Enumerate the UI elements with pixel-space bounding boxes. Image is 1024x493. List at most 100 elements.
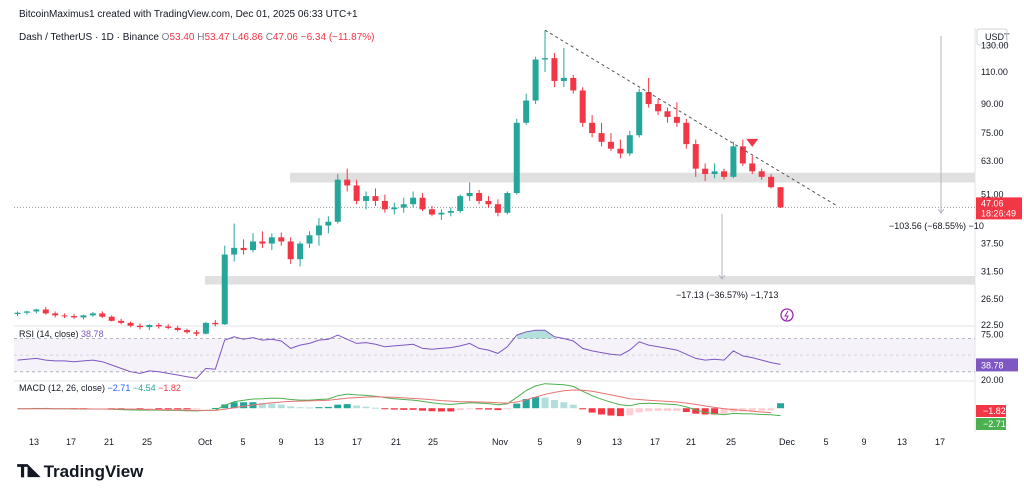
candle-body bbox=[344, 179, 351, 186]
rsi-label: RSI (14, close) bbox=[19, 329, 79, 339]
tv-logo-icon: 𝐓◣ bbox=[17, 462, 41, 481]
candle bbox=[193, 330, 200, 336]
candle-body bbox=[52, 313, 59, 316]
candle bbox=[504, 191, 511, 215]
open-value: 53.40 bbox=[169, 32, 195, 43]
candles bbox=[14, 30, 784, 336]
candle bbox=[551, 52, 558, 88]
candle-body bbox=[127, 322, 134, 326]
candle-body bbox=[14, 312, 21, 315]
candle bbox=[259, 231, 266, 248]
candle bbox=[71, 314, 78, 319]
candle bbox=[758, 168, 765, 180]
price-tick-label: 26.50 bbox=[981, 294, 1004, 304]
candle bbox=[136, 323, 143, 330]
macd-histogram-bar bbox=[428, 408, 436, 412]
candle-body bbox=[61, 315, 68, 317]
candle-body bbox=[353, 185, 360, 201]
candle-body bbox=[721, 171, 727, 177]
time-tick-label: 21 bbox=[104, 437, 114, 447]
macd-histogram-bar bbox=[315, 407, 323, 409]
candle-body bbox=[325, 221, 332, 226]
candle-body bbox=[607, 141, 614, 149]
candle bbox=[42, 306, 49, 315]
macd-histogram-bar bbox=[164, 408, 172, 410]
candle-body bbox=[730, 146, 737, 177]
candle-body bbox=[476, 193, 483, 201]
time-tick-label: 25 bbox=[726, 437, 736, 447]
candle bbox=[739, 139, 746, 167]
candle-body bbox=[560, 77, 567, 81]
signal-line bbox=[17, 389, 772, 414]
candle-body bbox=[570, 77, 577, 91]
candle bbox=[523, 93, 530, 125]
time-tick-label: 25 bbox=[428, 437, 438, 447]
candle-body bbox=[598, 133, 605, 142]
macd-histogram-bar bbox=[503, 408, 511, 410]
macd-histogram-bar bbox=[485, 408, 492, 410]
candle bbox=[325, 216, 332, 234]
time-tick-label: 13 bbox=[612, 437, 622, 447]
candle-body bbox=[315, 225, 322, 236]
rsi-legend-value: 38.78 bbox=[81, 329, 104, 339]
candle-body bbox=[71, 316, 78, 318]
macd-histogram-bar bbox=[183, 408, 191, 410]
price-tick-label: 31.50 bbox=[981, 266, 1004, 276]
support-zone-0 bbox=[290, 172, 975, 183]
macd-histogram-bar bbox=[579, 408, 587, 410]
macd-histogram-bar bbox=[221, 404, 229, 409]
time-tick-label: 21 bbox=[686, 437, 696, 447]
macd-histogram-bar bbox=[447, 408, 455, 412]
macd-histogram-bar bbox=[287, 406, 295, 409]
candle-body bbox=[428, 209, 435, 215]
time-tick-label: 13 bbox=[314, 437, 324, 447]
candle bbox=[202, 322, 209, 335]
candle-body bbox=[268, 237, 275, 244]
candle bbox=[287, 237, 294, 264]
candle-body bbox=[80, 315, 87, 318]
macd-histogram-bar bbox=[645, 408, 653, 412]
macd-histogram-bar bbox=[758, 408, 766, 411]
candle bbox=[730, 141, 737, 179]
tradingview-logo[interactable]: 𝐓◣ TradingView bbox=[17, 462, 143, 482]
price-tick-label: 63.00 bbox=[981, 156, 1004, 166]
candle-body bbox=[118, 320, 125, 323]
candle-body bbox=[297, 243, 304, 260]
price-tick-label: 51.00 bbox=[981, 190, 1004, 200]
candle bbox=[636, 88, 643, 138]
candle bbox=[99, 311, 106, 319]
macd-histogram-bar bbox=[145, 408, 153, 410]
candle-body bbox=[212, 322, 219, 325]
macd-histogram-bar bbox=[230, 402, 238, 409]
time-tick-label: 21 bbox=[391, 437, 401, 447]
descending-trendline bbox=[544, 29, 838, 207]
macd-pane bbox=[17, 383, 785, 417]
candle bbox=[570, 74, 577, 94]
macd-histogram-bar bbox=[268, 403, 276, 409]
symbol-legend[interactable]: Dash / TetherUS · 1D · Binance O53.40 H5… bbox=[19, 32, 375, 43]
candle-body bbox=[532, 59, 539, 101]
support-zones bbox=[205, 172, 975, 285]
candle-body bbox=[589, 122, 596, 134]
candle bbox=[494, 199, 501, 217]
macd-legend[interactable]: MACD (12, 26, close) −2.71 −4.54 −1.82 bbox=[19, 383, 181, 393]
macd-histogram-bar bbox=[522, 398, 530, 409]
macd-histogram-bar bbox=[381, 408, 389, 410]
candle bbox=[428, 205, 435, 217]
measure-arrow-top bbox=[937, 208, 945, 214]
candle-body bbox=[23, 311, 30, 313]
macd-histogram-bar bbox=[390, 408, 398, 410]
candle-body bbox=[466, 193, 473, 197]
candle bbox=[400, 197, 407, 213]
rsi-tick-label: 20.00 bbox=[981, 375, 1004, 385]
candle-body bbox=[42, 309, 49, 314]
candle bbox=[23, 310, 30, 315]
rsi-legend[interactable]: RSI (14, close) 38.78 bbox=[19, 329, 104, 339]
candle-body bbox=[485, 200, 492, 205]
macd-histogram-bar bbox=[711, 408, 719, 415]
candle-body bbox=[174, 327, 181, 331]
price-tick-label: 37.50 bbox=[981, 239, 1004, 249]
macd-histogram-bar bbox=[663, 408, 671, 411]
